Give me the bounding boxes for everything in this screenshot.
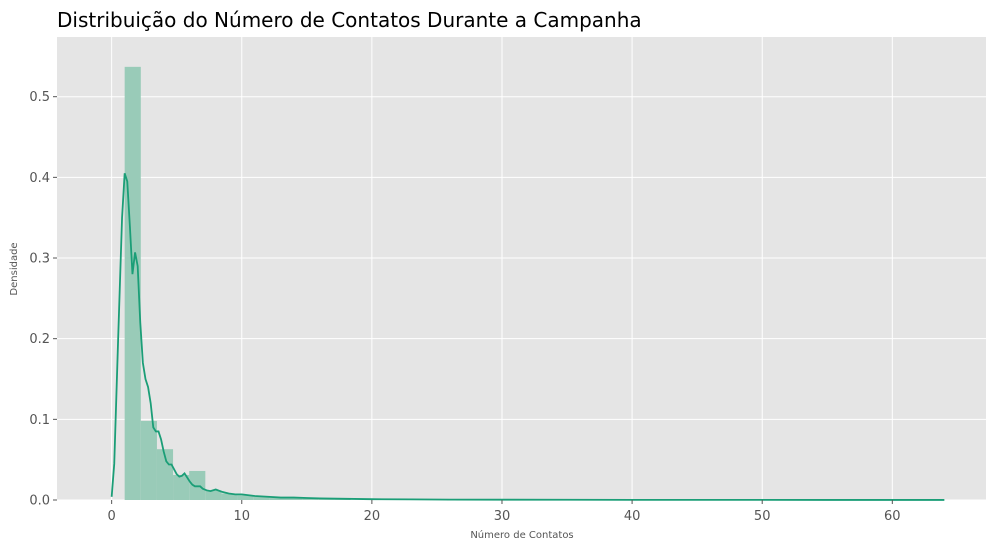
x-tick-label: 0 <box>108 509 116 524</box>
x-tick-label: 20 <box>364 509 381 524</box>
x-ticks: 0 10 20 30 40 50 60 <box>108 500 901 524</box>
y-axis-label: Densidade <box>9 242 20 295</box>
histogram-bar <box>237 495 254 500</box>
y-tick-label: 0.5 <box>29 90 50 105</box>
histogram-bars <box>124 66 351 501</box>
histogram-bar <box>124 66 141 501</box>
plot-area <box>57 37 986 500</box>
histogram-bar <box>173 474 190 500</box>
x-axis-label: Número de Contatos <box>470 529 573 541</box>
kde-line <box>110 173 945 501</box>
histogram-bar <box>269 497 286 500</box>
histogram-bar <box>253 496 270 500</box>
y-ticks: 0.0 0.1 0.2 0.3 0.4 0.5 <box>29 90 57 509</box>
x-tick-label: 50 <box>754 509 771 524</box>
histogram-bar <box>302 498 319 500</box>
histogram-bar <box>156 449 174 500</box>
histogram-bar <box>221 493 238 500</box>
grid <box>57 37 986 501</box>
histogram-bar <box>205 490 222 500</box>
y-tick-label: 0.0 <box>29 494 50 509</box>
y-tick-label: 0.2 <box>29 332 50 347</box>
histogram-bar <box>140 420 157 500</box>
y-tick-label: 0.1 <box>29 413 50 428</box>
x-tick-label: 40 <box>624 509 641 524</box>
x-tick-label: 60 <box>884 509 901 524</box>
x-tick-label: 30 <box>494 509 511 524</box>
histogram-bar <box>285 498 303 500</box>
y-tick-label: 0.3 <box>29 252 50 267</box>
x-tick-label: 10 <box>233 509 250 524</box>
y-tick-label: 0.4 <box>29 171 50 186</box>
chart-title: Distribuição do Número de Contatos Duran… <box>57 8 642 32</box>
histogram-bar <box>318 498 335 500</box>
